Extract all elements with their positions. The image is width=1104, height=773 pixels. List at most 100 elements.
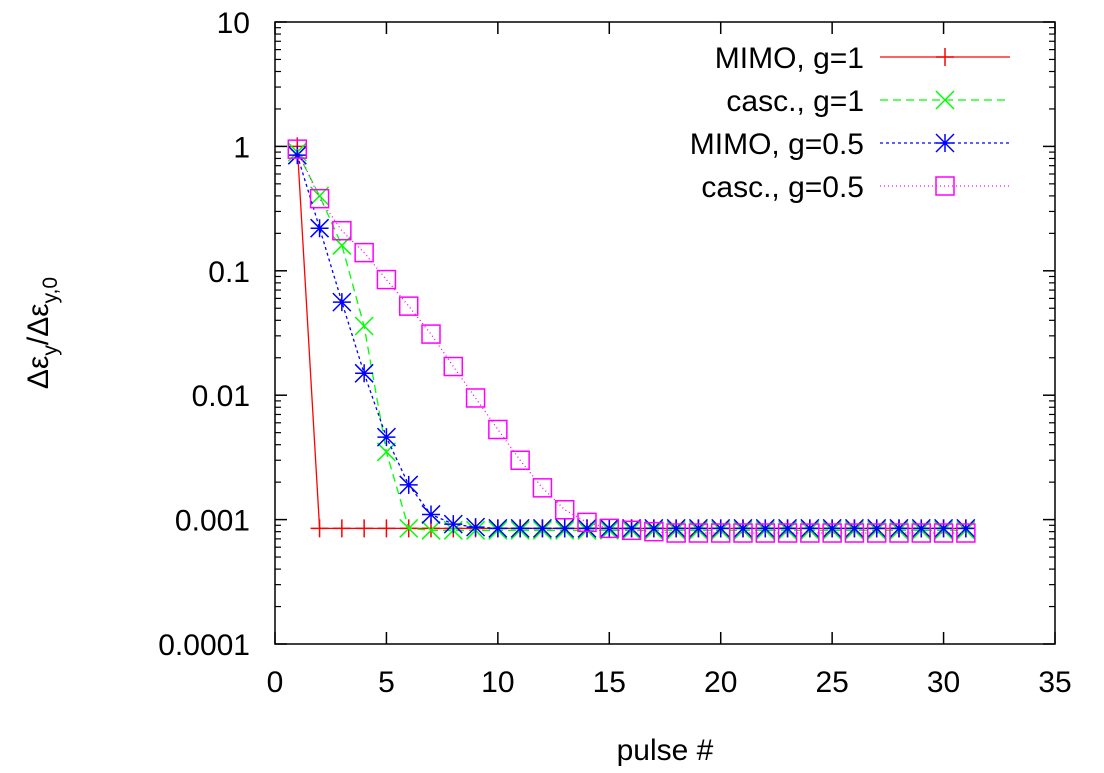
data-point: [866, 523, 887, 543]
data-point: [554, 499, 575, 520]
series-4: [287, 139, 976, 543]
data-point: [310, 519, 329, 538]
plot-frame: [274, 21, 1056, 645]
data-point: [778, 518, 798, 538]
data-point: [510, 518, 530, 538]
legend-entry-4: casc., g=0.5: [701, 171, 1010, 204]
legend-marker: [935, 90, 955, 110]
series-line: [296, 146, 966, 530]
data-point: [399, 475, 419, 495]
x-tick-label: 0: [267, 666, 284, 699]
data-point: [710, 523, 731, 543]
data-point: [510, 450, 530, 470]
legend-marker: [935, 176, 955, 196]
data-point: [599, 518, 620, 539]
data-point: [287, 139, 308, 159]
legend: MIMO, g=1 casc., g=1 MIMO, g=0.5 casc., g=0…: [690, 42, 1010, 204]
data-point: [688, 518, 708, 538]
data-point: [332, 292, 352, 312]
x-axis-title: pulse #: [617, 734, 714, 767]
y-axis-title: Δεy/Δεy,0: [22, 277, 62, 389]
data-point: [488, 419, 508, 440]
data-point: [911, 523, 932, 543]
data-point: [844, 518, 864, 538]
data-point: [889, 518, 909, 538]
data-point: [956, 518, 976, 538]
data-point: [332, 220, 352, 241]
data-point: [844, 523, 865, 543]
legend-marker: [936, 48, 954, 66]
x-tick-label: 20: [704, 666, 737, 699]
data-point: [354, 316, 374, 336]
x-tick-label: 30: [927, 666, 960, 699]
data-point: [889, 523, 909, 543]
y-axis-title-part-4: y,0: [39, 277, 62, 303]
data-point: [532, 478, 553, 498]
legend-label: MIMO, g=0.5: [690, 128, 864, 161]
data-point: [599, 518, 619, 538]
data-point: [755, 523, 776, 543]
data-point: [377, 519, 396, 538]
data-point: [532, 518, 552, 538]
data-point: [822, 523, 842, 543]
data-point: [666, 523, 686, 543]
y-tick-label: 1: [233, 131, 250, 164]
data-point: [354, 363, 374, 383]
data-point: [309, 188, 330, 209]
data-point: [621, 520, 642, 541]
data-point: [644, 521, 664, 542]
y-tick-label: 0.1: [208, 256, 250, 289]
data-point: [398, 296, 419, 316]
data-point: [577, 512, 597, 533]
y-axis-title-part-2: y: [39, 345, 62, 356]
data-point: [711, 518, 731, 538]
data-point: [488, 518, 508, 538]
data-point: [956, 523, 976, 543]
data-point: [933, 523, 954, 543]
data-point: [867, 518, 887, 538]
data-point: [733, 518, 753, 538]
axis-ticks: 0 5 10 15 20 25 30 35 0.0001 0.001 0.01 0.1 1 10: [158, 7, 1071, 699]
data-point: [355, 519, 374, 538]
legend-label: casc., g=0.5: [701, 171, 864, 204]
data-point: [644, 518, 664, 538]
data-point: [465, 388, 486, 408]
y-tick-label: 10: [217, 7, 250, 40]
data-point: [466, 517, 486, 537]
data-point: [376, 442, 396, 462]
legend-label: casc., g=1: [726, 85, 864, 118]
data-point: [755, 518, 775, 538]
series-3: [287, 145, 976, 538]
legend-entry-2: casc., g=1: [726, 85, 1010, 118]
data-point: [287, 145, 307, 165]
x-tick-label: 25: [815, 666, 848, 699]
data-point: [577, 518, 597, 538]
y-tick-label: 0.001: [175, 505, 250, 538]
x-tick-label: 15: [593, 666, 626, 699]
series-layer: [287, 137, 976, 543]
data-point: [354, 242, 374, 263]
series-1: [288, 137, 975, 538]
data-point: [622, 518, 642, 538]
legend-entry-1: MIMO, g=1: [715, 42, 1010, 75]
x-tick-label: 35: [1038, 666, 1071, 699]
data-point: [777, 523, 798, 543]
x-tick-label: 10: [481, 666, 514, 699]
data-point: [399, 518, 419, 538]
data-point: [443, 356, 464, 377]
data-point: [376, 427, 396, 447]
y-tick-label: 0.01: [192, 380, 250, 413]
data-point: [666, 518, 686, 538]
data-point: [376, 269, 397, 290]
x-tick-label: 5: [378, 666, 395, 699]
data-point: [332, 519, 351, 538]
y-tick-label: 0.0001: [158, 629, 250, 662]
data-point: [443, 514, 463, 534]
data-point: [800, 518, 820, 538]
y-axis-title-part-1: Δε: [22, 356, 55, 389]
data-point: [733, 523, 753, 543]
data-point: [555, 518, 575, 538]
series-line: [296, 155, 966, 530]
series-line: [296, 148, 966, 534]
